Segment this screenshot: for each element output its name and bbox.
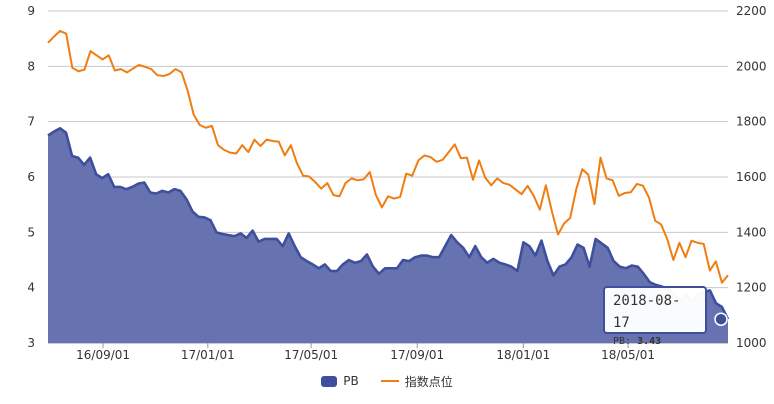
tooltip-value: 3.43 — [637, 336, 662, 347]
x-tick-label: 17/09/01 — [390, 348, 444, 362]
y-right-tick-label: 1200 — [736, 281, 767, 295]
y-right-tick-label: 1800 — [736, 115, 767, 129]
y-left-tick-label: 3 — [27, 336, 35, 350]
y-axis-right: 1000 1200 1400 1600 1800 2000 2200 — [736, 4, 767, 350]
x-axis: 16/09/01 17/01/01 17/05/01 17/09/01 18/01/01… — [76, 343, 655, 362]
hover-marker-layer — [714, 312, 728, 326]
y-left-tick-label: 5 — [27, 225, 35, 239]
index-line-series — [47, 29, 729, 284]
x-tick-label: 16/09/01 — [76, 348, 130, 362]
legend-item-index[interactable]: 指数点位 — [380, 373, 453, 390]
tooltip-label: PB: — [613, 336, 632, 347]
y-right-tick-label: 1400 — [736, 225, 767, 239]
legend-label-index: 指数点位 — [404, 374, 453, 389]
y-axis-left: 3 4 5 6 7 8 9 — [27, 4, 35, 350]
tooltip: 2018-08-17 PB: 3.43 — [603, 286, 707, 347]
x-tick-label: 17/01/01 — [181, 348, 235, 362]
pb-area-series — [47, 127, 730, 343]
tooltip-row: PB: 3.43 — [613, 334, 697, 350]
y-left-tick-label: 4 — [27, 281, 35, 295]
y-left-tick-label: 7 — [27, 115, 35, 129]
pb-hover-point — [714, 312, 728, 326]
index-line — [47, 29, 729, 284]
legend-swatch-pb — [321, 375, 338, 387]
y-left-tick-label: 9 — [27, 4, 35, 18]
y-left-tick-label: 8 — [27, 59, 35, 73]
x-tick-label: 17/05/01 — [284, 348, 338, 362]
pb-line — [47, 127, 730, 320]
x-tick-label: 18/05/01 — [601, 348, 655, 362]
y-left-tick-label: 6 — [27, 170, 35, 184]
pb-area-fill — [48, 128, 728, 343]
legend: PB 指数点位 — [0, 371, 774, 391]
y-right-tick-label: 2200 — [736, 4, 767, 18]
y-right-tick-label: 1600 — [736, 170, 767, 184]
tooltip-date: 2018-08-17 — [613, 293, 681, 331]
legend-swatch-index — [380, 380, 399, 382]
legend-item-pb[interactable]: PB — [321, 374, 359, 388]
x-tick-label: 18/01/01 — [496, 348, 550, 362]
y-right-tick-label: 2000 — [736, 59, 767, 73]
legend-label-pb: PB — [343, 374, 359, 388]
y-right-tick-label: 1000 — [736, 336, 767, 350]
